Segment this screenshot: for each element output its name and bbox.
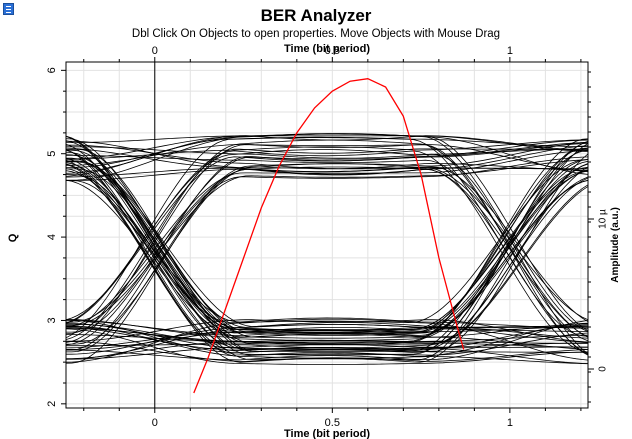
x-top-tick-label: 0 (152, 45, 158, 57)
y-tick-label: 5 (46, 151, 58, 157)
eye-trace (65, 158, 589, 341)
hint-text: Dbl Click On Objects to open properties.… (131, 28, 501, 40)
x-top-tick-label: 1 (507, 45, 513, 57)
eye-trace (65, 139, 589, 321)
window-title: BER Analyzer (260, 6, 372, 25)
series-line-0 (193, 78, 465, 394)
eye-trace (65, 328, 589, 365)
x-tick-label: 0.5 (325, 417, 340, 429)
eye-trace (66, 133, 589, 332)
y2-tick-label: 0 (598, 366, 609, 372)
y-axis-label: Q (7, 233, 19, 242)
eye-trace (65, 144, 589, 356)
eye-trace (65, 163, 589, 336)
eye-trace (66, 166, 589, 345)
eye-trace (66, 319, 589, 343)
y-tick-label: 3 (46, 317, 58, 323)
eye-trace (66, 143, 589, 335)
eye-trace (65, 135, 589, 174)
eye-trace (65, 149, 589, 328)
eye-trace (65, 318, 589, 363)
eye-trace (66, 342, 589, 360)
top-x-axis-label: Time (bit period) (284, 43, 370, 55)
eye-traces (65, 133, 589, 365)
y-tick-label: 2 (46, 401, 58, 407)
eye-trace (65, 149, 589, 352)
eye-trace (65, 147, 589, 344)
eye-trace (65, 133, 589, 181)
right-y-axis-label: Amplitude (a.u.) (610, 207, 621, 283)
eye-trace (65, 150, 589, 353)
eye-trace (66, 143, 589, 172)
x-tick-label: 1 (507, 417, 513, 429)
y-tick-label: 6 (46, 67, 58, 73)
eye-trace (66, 145, 589, 323)
eye-trace (66, 161, 588, 353)
eye-trace (65, 170, 589, 329)
eye-trace (65, 163, 589, 357)
x-top-tick-label: 0.5 (325, 45, 340, 57)
eye-trace (66, 140, 589, 321)
eye-trace (65, 154, 588, 328)
bottom-x-axis-label: Time (bit period) (284, 428, 370, 439)
y-tick-label: 4 (46, 234, 58, 240)
eye-trace (65, 167, 588, 178)
y2-tick-label: 10 µ (598, 209, 609, 229)
eye-trace (65, 341, 589, 362)
eye-trace (66, 160, 589, 339)
eye-trace (66, 174, 589, 356)
eye-trace (66, 319, 589, 338)
series-layer (193, 78, 465, 394)
eye-trace (66, 155, 589, 338)
axes: 0 0 0.5 0.5 1 1 2 3 4 5 6 0 10 µ (46, 45, 609, 429)
x-tick-label: 0 (152, 417, 158, 429)
app-icon[interactable] (3, 3, 14, 15)
eye-trace (66, 146, 589, 355)
eye-trace (65, 170, 589, 349)
eye-trace (65, 156, 589, 346)
plot-frame (65, 61, 589, 409)
eye-trace (65, 143, 589, 334)
eye-trace (66, 141, 589, 351)
